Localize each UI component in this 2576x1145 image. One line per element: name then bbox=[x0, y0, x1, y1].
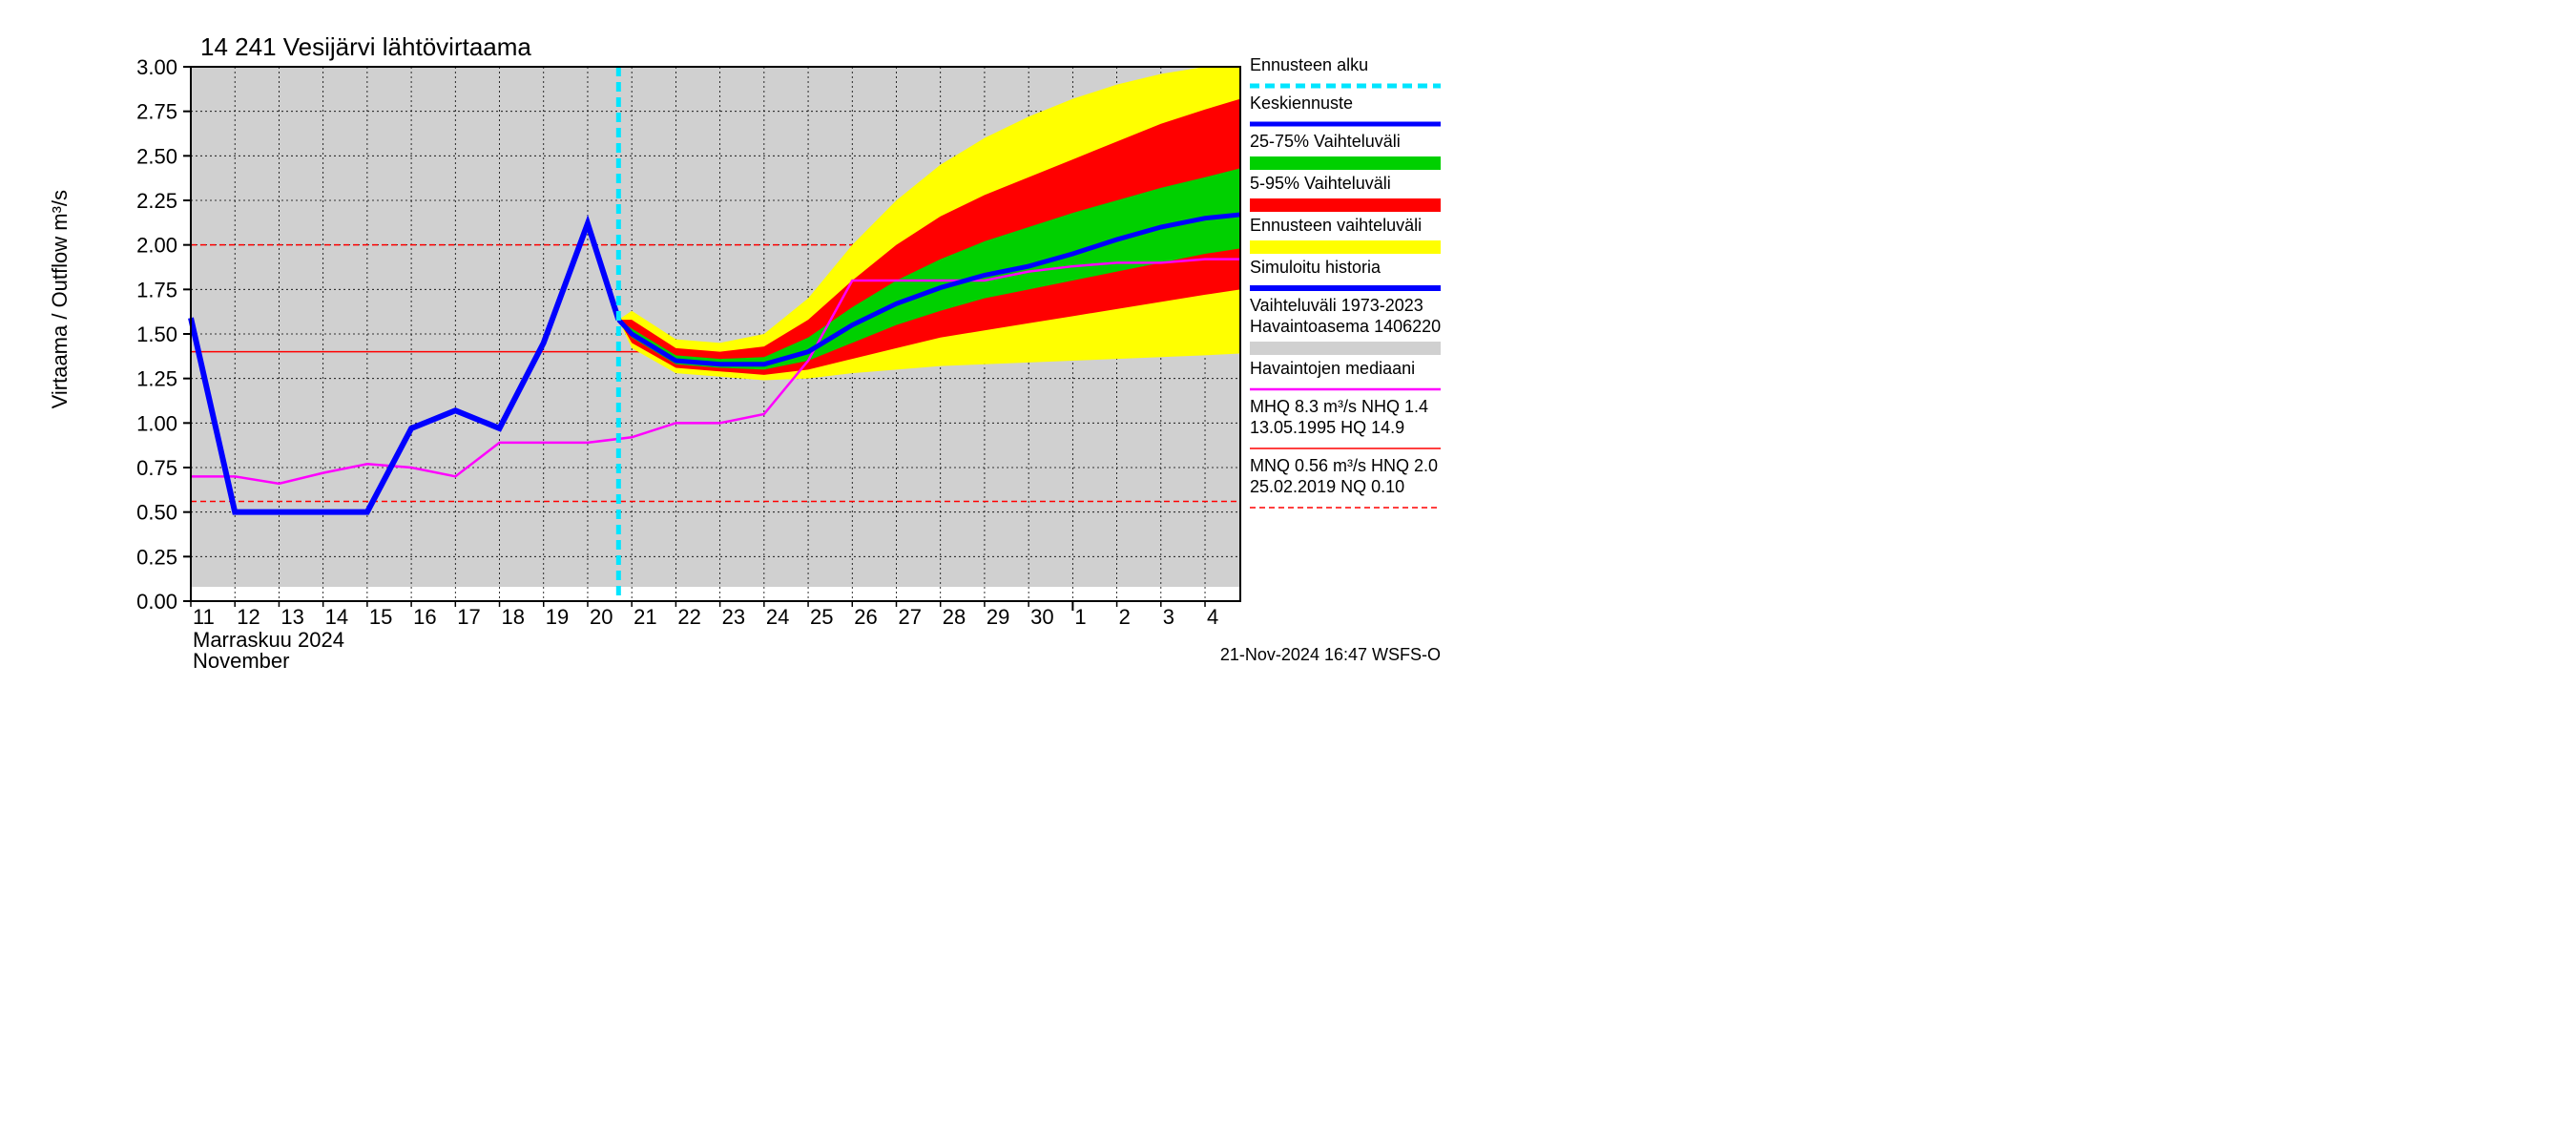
x-tick-label: 12 bbox=[237, 605, 260, 629]
legend-label-hist: Vaihteluväli 1973-2023 bbox=[1250, 296, 1423, 315]
x-tick-label: 15 bbox=[369, 605, 392, 629]
x-tick-label: 22 bbox=[677, 605, 700, 629]
legend-label-obsmed: Havaintojen mediaani bbox=[1250, 359, 1415, 378]
x-tick-label: 4 bbox=[1207, 605, 1218, 629]
legend-label-mhq: MHQ 8.3 m³/s NHQ 1.4 bbox=[1250, 397, 1428, 416]
chart-svg: 0.00 0.25 0.50 0.75 1.00 1.25 1.50 1.75 2.00 2.25… bbox=[19, 19, 1450, 668]
x-tick-label: 2 bbox=[1119, 605, 1131, 629]
legend-label-median: Keskiennuste bbox=[1250, 94, 1353, 113]
y-tick-label: 2.50 bbox=[136, 144, 177, 168]
legend-label2-hist: Havaintoasema 1406220 bbox=[1250, 317, 1441, 336]
x-tick-label: 16 bbox=[413, 605, 436, 629]
y-tick-label: 0.00 bbox=[136, 590, 177, 614]
x-tick-label: 19 bbox=[546, 605, 569, 629]
x-tick-label: 25 bbox=[810, 605, 833, 629]
y-tick-label: 2.75 bbox=[136, 100, 177, 124]
y-tick-label: 0.25 bbox=[136, 545, 177, 569]
y-tick-label: 1.75 bbox=[136, 278, 177, 302]
y-tick-label: 1.25 bbox=[136, 367, 177, 391]
y-tick-label: 1.00 bbox=[136, 411, 177, 435]
y-tick-label: 1.50 bbox=[136, 323, 177, 346]
legend-label-mnq: MNQ 0.56 m³/s HNQ 2.0 bbox=[1250, 456, 1438, 475]
legend-swatch-b0595 bbox=[1250, 198, 1441, 212]
x-tick-label: 27 bbox=[898, 605, 921, 629]
legend-label-forecast_start: Ennusteen alku bbox=[1250, 55, 1368, 74]
chart-title: 14 241 Vesijärvi lähtövirtaama bbox=[200, 32, 531, 61]
legend-label-bfull: Ennusteen vaihteluväli bbox=[1250, 216, 1422, 235]
y-tick-label: 3.00 bbox=[136, 55, 177, 79]
x-tick-label: 30 bbox=[1030, 605, 1053, 629]
x-tick-label: 21 bbox=[634, 605, 656, 629]
y-tick-label: 2.25 bbox=[136, 189, 177, 213]
legend-label-b0595: 5-95% Vaihteluväli bbox=[1250, 174, 1391, 193]
legend-swatch-bfull bbox=[1250, 240, 1441, 254]
x-tick-label: 1 bbox=[1074, 605, 1086, 629]
x-tick-label: 14 bbox=[325, 605, 348, 629]
y-axis-label: Virtaama / Outflow m³/s bbox=[48, 190, 72, 408]
x-tick-label: 17 bbox=[457, 605, 480, 629]
x-tick-label: 11 bbox=[193, 605, 215, 629]
x-tick-label: 20 bbox=[590, 605, 613, 629]
x-tick-label: 3 bbox=[1163, 605, 1174, 629]
x-tick-label: 24 bbox=[766, 605, 789, 629]
legend-label-simhist: Simuloitu historia bbox=[1250, 258, 1381, 277]
y-tick-label: 0.50 bbox=[136, 501, 177, 525]
legend-label2-mnq: 25.02.2019 NQ 0.10 bbox=[1250, 477, 1404, 496]
chart-footer: 21-Nov-2024 16:47 WSFS-O bbox=[1220, 645, 1441, 664]
x-tick-label: 23 bbox=[722, 605, 745, 629]
outflow-forecast-chart: 0.00 0.25 0.50 0.75 1.00 1.25 1.50 1.75 2.00 2.25… bbox=[19, 19, 1450, 668]
x-tick-label: 29 bbox=[987, 605, 1009, 629]
x-axis-label-en: November bbox=[193, 649, 289, 668]
y-tick-label: 2.00 bbox=[136, 234, 177, 258]
legend-label2-mhq: 13.05.1995 HQ 14.9 bbox=[1250, 418, 1404, 437]
x-tick-label: 18 bbox=[502, 605, 525, 629]
legend-swatch-b2575 bbox=[1250, 156, 1441, 170]
x-tick-label: 13 bbox=[280, 605, 303, 629]
legend-swatch-hist bbox=[1250, 342, 1441, 355]
y-tick-label: 0.75 bbox=[136, 456, 177, 480]
legend-label-b2575: 25-75% Vaihteluväli bbox=[1250, 132, 1401, 151]
x-tick-label: 28 bbox=[943, 605, 966, 629]
x-tick-label: 26 bbox=[854, 605, 877, 629]
